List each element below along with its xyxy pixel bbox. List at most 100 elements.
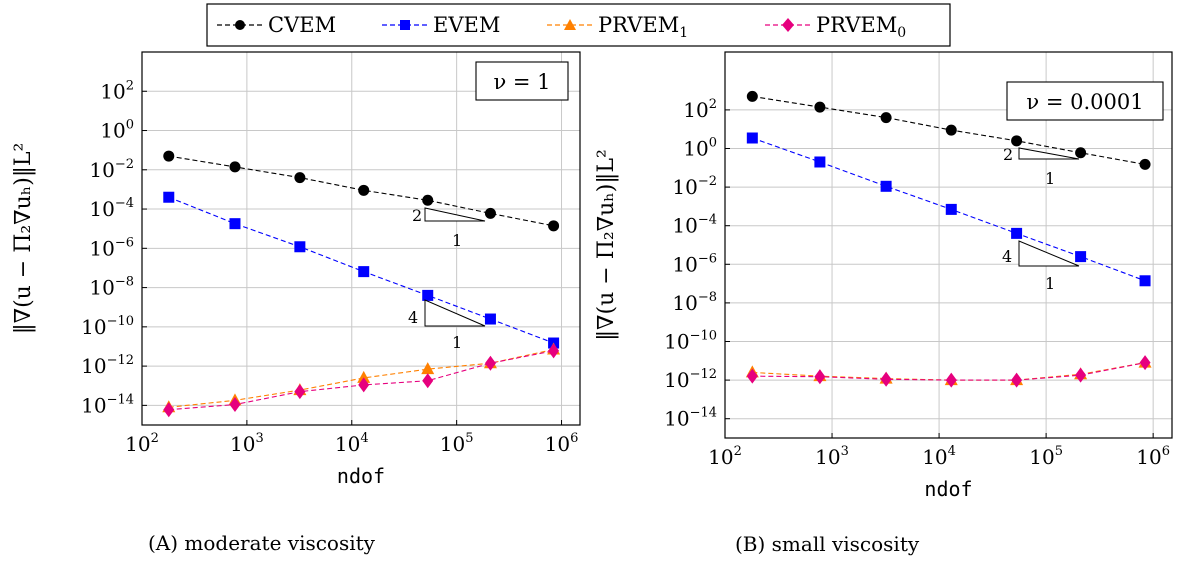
- data-point: [484, 313, 496, 325]
- slope-label: 2: [1003, 145, 1013, 164]
- data-point: [1139, 158, 1151, 170]
- data-point: [814, 156, 826, 168]
- annotation-box: [475, 61, 569, 101]
- slope-triangle-shape: [1018, 147, 1080, 160]
- legend-marker-diamond: [782, 18, 794, 32]
- slope-triangle-shape: [1018, 240, 1080, 267]
- legend-entry-cvem: CVEM: [217, 13, 336, 37]
- data-point: [1075, 251, 1087, 263]
- x-tick-label: 106: [1136, 444, 1170, 469]
- y-tick-label: 10−12: [664, 367, 717, 392]
- legend-label-evem: EVEM: [433, 13, 500, 37]
- slope-triangle: 41: [1002, 240, 1080, 293]
- series-prvem0: [746, 355, 1151, 388]
- y-tick-label: 10−8: [672, 290, 717, 315]
- data-point: [358, 184, 370, 196]
- y-tick-label: 100: [683, 136, 717, 161]
- x-tick-label: 106: [545, 431, 579, 456]
- y-tick-label: 10−10: [81, 314, 134, 339]
- data-point: [1011, 227, 1023, 239]
- data-point: [746, 368, 758, 384]
- series-cvem: [163, 150, 560, 232]
- y-tick-label: 102: [683, 97, 717, 122]
- data-point: [945, 203, 957, 215]
- data-point: [163, 402, 175, 418]
- legend-entry-prvem0: PRVEM0: [765, 13, 906, 41]
- legend-entry-prvem1: PRVEM1: [547, 13, 688, 41]
- data-point: [880, 371, 892, 387]
- grid: [141, 52, 580, 425]
- run-label: 1: [452, 231, 462, 250]
- run-label: 1: [1045, 274, 1055, 293]
- series-cvem: [746, 90, 1151, 170]
- y-tick-label: 10−12: [81, 353, 134, 378]
- data-point: [422, 194, 434, 206]
- grid: [724, 52, 1172, 438]
- x-tick-label: 103: [815, 444, 849, 469]
- data-point: [814, 369, 826, 385]
- y-tick-label: 10−2: [672, 174, 717, 199]
- data-point: [746, 90, 758, 102]
- slope-label: 2: [412, 206, 422, 225]
- legend-box: [206, 3, 951, 47]
- data-point: [1139, 355, 1151, 371]
- legend-label-cvem: CVEM: [268, 13, 336, 37]
- x-tick-label: 104: [335, 431, 369, 456]
- legend-entry-evem: EVEM: [382, 13, 500, 37]
- data-point: [1011, 135, 1023, 147]
- data-point: [358, 377, 370, 393]
- data-point: [163, 150, 175, 162]
- run-label: 1: [1045, 169, 1055, 188]
- plot-small-viscosity: 102 103 104 105 106 10−14 10−12 10−10 10−8 10−6 10…: [594, 51, 1173, 501]
- y-tick-label: 10−6: [672, 251, 717, 276]
- slope-label: 4: [1002, 247, 1012, 266]
- legend: CVEM EVEM PRVEM1 PRVEM0: [206, 3, 951, 47]
- y-tick-label: 100: [100, 118, 134, 143]
- axes-frame: [141, 51, 581, 426]
- x-tick-label: 103: [230, 431, 264, 456]
- slope-triangle: 21: [412, 206, 486, 250]
- data-point: [484, 207, 496, 219]
- series-evem: [746, 132, 1151, 287]
- y-tick-label: 10−2: [89, 157, 134, 182]
- data-point: [229, 161, 241, 173]
- data-point: [1011, 372, 1023, 388]
- data-point: [814, 101, 826, 113]
- annotation-box: [1006, 81, 1164, 121]
- data-point: [294, 241, 306, 253]
- data-point: [746, 132, 758, 144]
- data-point: [163, 191, 175, 203]
- y-tick-label: 10−14: [81, 392, 134, 417]
- y-tick-label: 10−14: [664, 406, 717, 431]
- data-point: [422, 289, 434, 301]
- data-point: [484, 355, 496, 371]
- y-axis-label: ‖∇(u − Π₂∇uₕ)‖L²: [594, 149, 619, 341]
- legend-label-prvem1: PRVEM1: [598, 13, 688, 41]
- y-tick-label: 102: [100, 78, 134, 103]
- data-point: [945, 124, 957, 136]
- caption-b: (B) small viscosity: [735, 532, 920, 556]
- annotation-text: ν = 1: [493, 70, 550, 94]
- legend-marker-triangle: [564, 19, 576, 30]
- data-point: [421, 362, 435, 375]
- y-tick-label: 10−4: [89, 196, 134, 221]
- data-point: [945, 372, 957, 388]
- series-prvem1: [162, 342, 561, 413]
- data-point: [358, 266, 370, 278]
- data-point: [548, 343, 560, 359]
- y-tick-label: 10−6: [89, 235, 134, 260]
- slope-triangle: 21: [1003, 145, 1080, 188]
- caption-a: (A) moderate viscosity: [148, 531, 376, 555]
- data-point: [1139, 275, 1151, 287]
- axes-frame: [724, 51, 1173, 439]
- data-point: [294, 384, 306, 400]
- series-prvem0: [163, 343, 560, 418]
- y-tick-label: 10−8: [89, 275, 134, 300]
- slope-label: 4: [408, 308, 418, 327]
- data-point: [880, 180, 892, 192]
- plot-moderate-viscosity: 102 103 104 105 106 10−14 10−12 10−10 10−8 10−6 10…: [11, 51, 581, 488]
- slope-triangle-shape: [424, 207, 486, 222]
- run-label: 1: [452, 333, 462, 352]
- slope-triangle: 41: [408, 299, 486, 352]
